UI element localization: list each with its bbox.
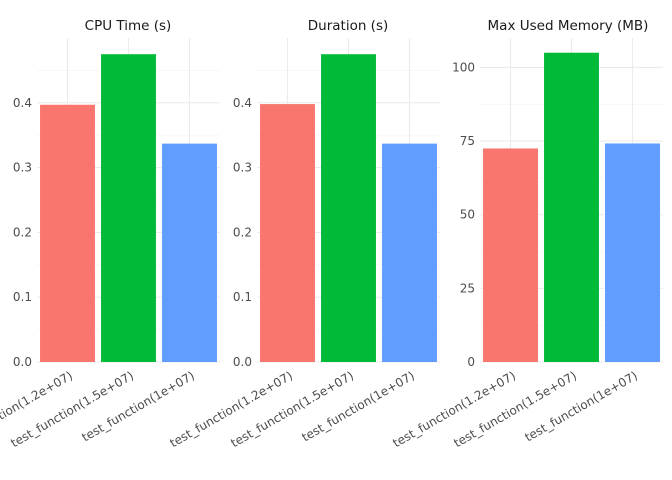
y-tick-label: 0.1 xyxy=(13,290,32,304)
bar-1 xyxy=(40,104,95,362)
y-tick-label: 0.2 xyxy=(13,225,32,239)
y-tick-label: 0 xyxy=(467,355,475,369)
panel-title: Duration (s) xyxy=(308,18,389,34)
panel-title: CPU Time (s) xyxy=(85,18,172,34)
bar-1 xyxy=(483,148,538,362)
bar-2 xyxy=(101,54,156,362)
y-tick-label: 0.4 xyxy=(233,96,252,110)
bar-3 xyxy=(162,143,217,362)
y-tick-label: 0.3 xyxy=(13,161,32,175)
bar-3 xyxy=(605,143,660,362)
x-category-label: test_function(1e+07) xyxy=(522,368,640,444)
y-tick-label: 0.0 xyxy=(233,355,252,369)
panel-1: 0.00.10.20.30.4test_function(1.2e+07)tes… xyxy=(0,18,220,450)
y-tick-label: 75 xyxy=(460,134,475,148)
bar-3 xyxy=(382,143,437,362)
y-tick-label: 0.4 xyxy=(13,96,32,110)
bar-2 xyxy=(544,52,599,363)
y-tick-label: 0.3 xyxy=(233,161,252,175)
y-tick-label: 0.0 xyxy=(13,355,32,369)
y-tick-label: 50 xyxy=(460,208,475,222)
bar-1 xyxy=(260,104,315,362)
panel-title: Max Used Memory (MB) xyxy=(488,18,649,34)
y-tick-label: 0.1 xyxy=(233,290,252,304)
bar-2 xyxy=(321,54,376,362)
y-tick-label: 25 xyxy=(460,281,475,295)
y-tick-label: 0.2 xyxy=(233,225,252,239)
y-tick-label: 100 xyxy=(452,60,475,74)
